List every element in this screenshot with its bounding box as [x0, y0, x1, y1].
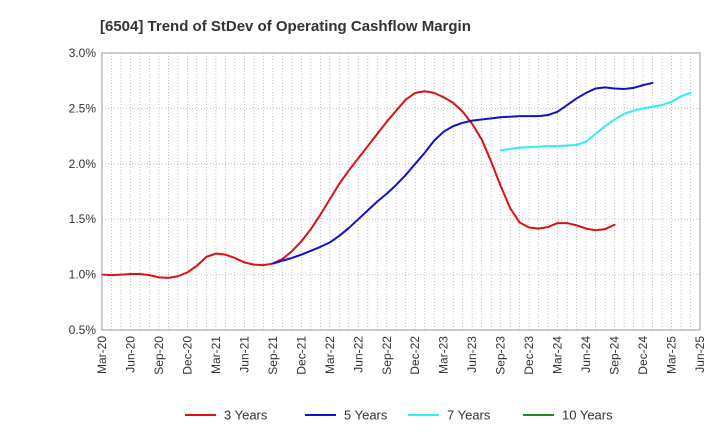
x-axis-ticks: Mar-20 Jun-20 Sep-20 Dec-20 Mar-21 Jun-21 Sep-…: [95, 336, 707, 375]
x-tick-label: Jun-24: [579, 336, 593, 373]
legend-label: 7 Years: [447, 408, 491, 423]
y-axis-ticks: 0.5% 1.0% 1.5% 2.0% 2.5% 3.0%: [69, 46, 97, 337]
series-lines: [101, 81, 692, 279]
series-line-5-years: [271, 81, 654, 265]
x-tick-label: Dec-23: [522, 336, 536, 375]
legend-label: 3 Years: [224, 408, 268, 423]
y-tick-label: 1.0%: [69, 268, 97, 282]
x-tick-label: Jun-23: [465, 336, 479, 373]
y-tick-label: 0.5%: [69, 323, 97, 337]
x-tick-label: Sep-20: [152, 336, 166, 375]
x-tick-label: Dec-20: [180, 336, 194, 375]
x-tick-label: Sep-22: [380, 336, 394, 375]
x-tick-label: Dec-21: [294, 336, 308, 375]
y-tick-label: 2.0%: [69, 157, 97, 171]
x-tick-label: Dec-24: [636, 336, 650, 375]
x-tick-label: Mar-23: [437, 336, 451, 374]
x-tick-label: Dec-22: [408, 336, 422, 375]
x-tick-label: Jun-22: [351, 336, 365, 373]
legend-label: 10 Years: [562, 408, 613, 423]
x-tick-label: Sep-24: [608, 336, 622, 375]
legend-label: 5 Years: [344, 408, 388, 423]
grid: [102, 53, 700, 330]
x-tick-label: Sep-21: [266, 336, 280, 375]
y-tick-label: 3.0%: [69, 46, 97, 60]
x-tick-label: Mar-24: [551, 336, 565, 374]
y-tick-label: 2.5%: [69, 101, 97, 115]
series-line-3-years: [101, 90, 616, 279]
legend: 3 Years 5 Years 7 Years 10 Years: [185, 408, 613, 423]
x-tick-label: Jun-21: [237, 336, 251, 373]
chart-title: [6504] Trend of StDev of Operating Cashf…: [100, 18, 471, 35]
x-tick-label: Mar-22: [323, 336, 337, 374]
x-tick-label: Jun-20: [123, 336, 137, 373]
series-line-7-years: [499, 91, 692, 152]
x-tick-label: Mar-25: [665, 336, 679, 374]
x-tick-label: Jun-25: [693, 336, 707, 373]
plot-border: [101, 52, 701, 331]
x-tick-label: Mar-21: [209, 336, 223, 374]
x-tick-label: Mar-20: [95, 336, 109, 374]
y-tick-label: 1.5%: [69, 212, 97, 226]
x-tick-label: Sep-23: [494, 336, 508, 375]
